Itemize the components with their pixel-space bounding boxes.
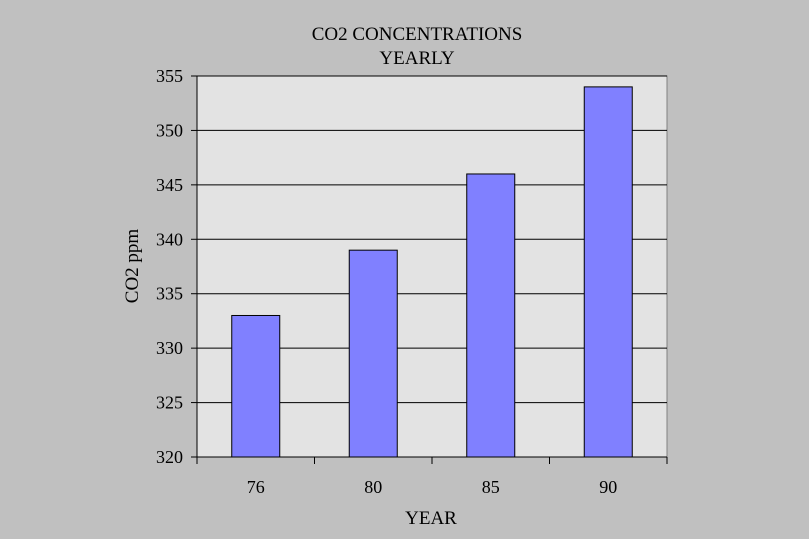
x-axis-label: YEAR xyxy=(405,508,457,529)
y-tick-label: 320 xyxy=(156,447,183,467)
x-tick-labels: 76 80 85 90 xyxy=(247,477,618,497)
y-tick-label: 325 xyxy=(156,393,183,413)
y-axis-label: CO2 ppm xyxy=(122,229,143,304)
y-tick-labels: 320 325 330 335 340 345 350 355 xyxy=(156,66,183,467)
bar-80 xyxy=(348,249,398,458)
axes xyxy=(191,75,668,464)
y-tick-label: 335 xyxy=(156,284,183,304)
y-tick-label: 355 xyxy=(156,66,183,86)
y-tick-label: 330 xyxy=(156,338,183,358)
chart-title-line-2: YEARLY xyxy=(379,48,454,69)
bar-90 xyxy=(583,86,633,458)
bars xyxy=(231,86,633,458)
x-tick-label-80: 80 xyxy=(364,477,382,497)
x-tick-label-76: 76 xyxy=(247,477,265,497)
bar-76 xyxy=(231,314,281,458)
y-tick-label: 350 xyxy=(156,120,183,140)
x-tick-label-90: 90 xyxy=(599,477,617,497)
y-tick-label: 345 xyxy=(156,175,183,195)
x-tick-label-85: 85 xyxy=(482,477,500,497)
y-tick-label: 340 xyxy=(156,229,183,249)
bar-85 xyxy=(466,173,516,458)
chart-title-line-1: CO2 CONCENTRATIONS xyxy=(312,24,523,45)
